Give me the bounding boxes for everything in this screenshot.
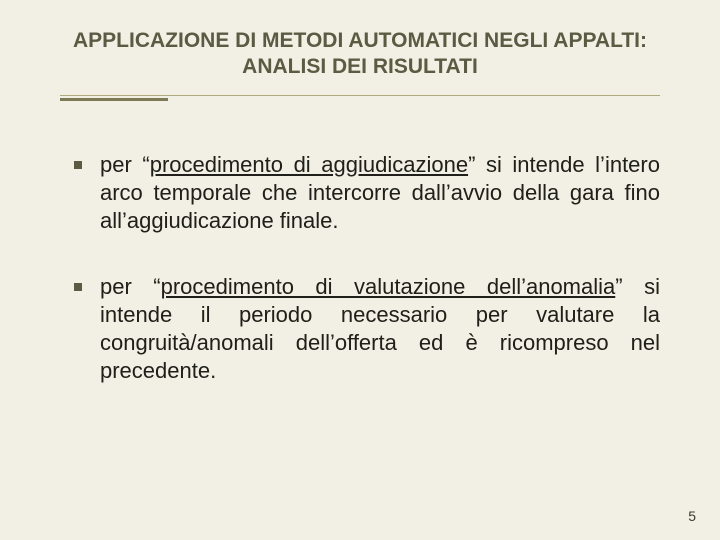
- bullet-text-pre: per “: [100, 152, 150, 177]
- list-item: per “procedimento di aggiudicazione” si …: [66, 151, 660, 235]
- square-bullet-icon: [74, 161, 82, 169]
- title-separator: [60, 95, 660, 101]
- separator-thick-accent: [60, 98, 168, 101]
- bullet-text-pre: per “: [100, 274, 161, 299]
- slide-title: APPLICAZIONE DI METODI AUTOMATICI NEGLI …: [60, 28, 660, 81]
- bullet-text-underlined: procedimento di valutazione dell’anomali…: [161, 274, 616, 299]
- slide: APPLICAZIONE DI METODI AUTOMATICI NEGLI …: [0, 0, 720, 540]
- square-bullet-icon: [74, 283, 82, 291]
- list-item: per “procedimento di valutazione dell’an…: [66, 273, 660, 386]
- page-number: 5: [688, 508, 696, 524]
- bullet-text-underlined: procedimento di aggiudicazione: [150, 152, 468, 177]
- bullet-list: per “procedimento di aggiudicazione” si …: [66, 151, 660, 386]
- separator-thin-line: [60, 95, 660, 96]
